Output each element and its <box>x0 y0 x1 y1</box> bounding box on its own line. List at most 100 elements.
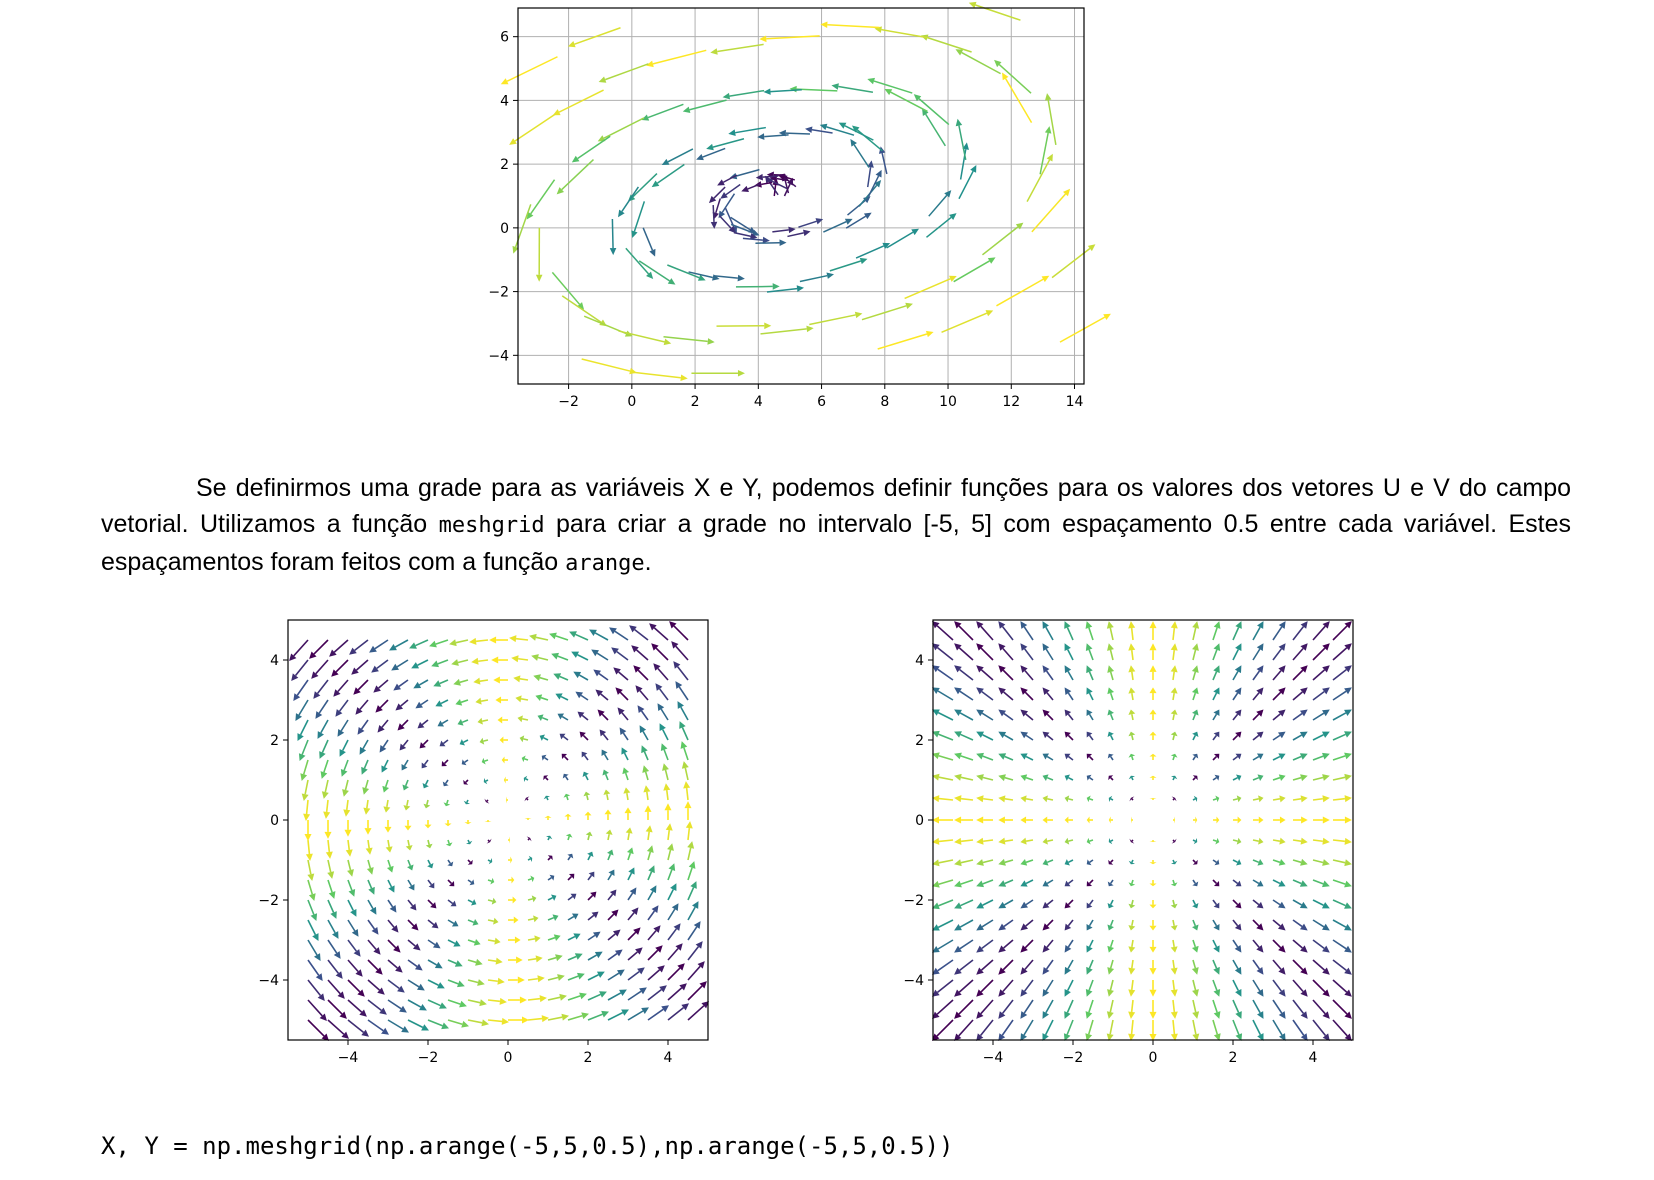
quiver-arrow-shaft <box>337 679 349 693</box>
quiver-arrow-head <box>1192 731 1199 737</box>
quiver-arrow-shaft <box>367 919 376 930</box>
quiver-arrow-head <box>649 885 657 894</box>
quiver-arrow-head <box>347 869 354 877</box>
quiver-arrow-head <box>955 49 964 56</box>
quiver-arrow-head <box>534 935 541 943</box>
quiver-arrow-shaft <box>562 735 569 741</box>
quiver-arrow-shaft <box>1312 755 1324 761</box>
quiver-arrow-head <box>514 936 521 944</box>
quiver-arrow-shaft <box>523 738 529 741</box>
quiver-arrow-head <box>675 681 683 689</box>
quiver-arrow-shaft <box>823 221 847 233</box>
x-tick-label: −2 <box>558 394 579 410</box>
quiver-arrow-shaft <box>667 148 694 163</box>
quiver-arrow-head <box>403 805 411 811</box>
quiver-arrow-shaft <box>1292 899 1303 906</box>
quiver-arrow-head <box>539 995 547 1003</box>
quiver-arrow-head <box>639 725 647 734</box>
quiver-arrow-shaft <box>680 706 689 721</box>
quiver-arrow-shaft <box>1252 919 1260 927</box>
quiver-arrow-shaft <box>1232 899 1239 906</box>
quiver-arrow-head <box>1170 967 1178 975</box>
quiver-arrow-shaft <box>1292 691 1303 701</box>
y-tick-label: −4 <box>258 973 279 989</box>
quiver-arrow-head <box>1042 1033 1049 1041</box>
quiver-arrow-shaft <box>1047 798 1054 801</box>
quiver-arrow-head <box>351 928 359 937</box>
quiver-arrow-head <box>411 662 420 669</box>
quiver-arrow-head <box>680 741 688 749</box>
quiver-arrow-head <box>1020 923 1029 931</box>
quiver-arrow-shaft <box>1272 648 1283 661</box>
quiver-arrow-head <box>954 665 962 673</box>
quiver-arrow-shaft <box>627 832 630 841</box>
quiver-arrow-head <box>1171 775 1178 780</box>
quiver-arrow-shaft <box>733 231 751 237</box>
quiver-arrow-shaft <box>400 699 409 707</box>
quiver-arrow-head <box>1020 858 1028 866</box>
quiver-arrow-head <box>526 211 534 220</box>
quiver-arrow-head <box>976 643 984 651</box>
quiver-arrow-head <box>1322 774 1330 781</box>
quiver-arrow-shaft <box>1026 159 1051 203</box>
quiver-arrow-head <box>435 700 443 707</box>
quiver-arrow-shaft <box>307 999 323 1017</box>
quiver-arrow-head <box>1192 753 1199 759</box>
quiver-arrow-head <box>1107 881 1114 887</box>
quiver-arrow-head <box>618 209 625 218</box>
quiver-arrow-head <box>1107 643 1114 651</box>
quiver-arrow-shaft <box>1252 959 1261 970</box>
quiver-arrow-head <box>397 723 405 731</box>
quiver-arrow-head <box>1128 925 1136 931</box>
quiver-arrow-shaft <box>688 271 713 279</box>
quiver-arrow-shaft <box>687 985 703 1001</box>
quiver-arrow-head <box>1086 837 1091 845</box>
quiver-arrow-head <box>588 871 595 878</box>
quiver-arrow-head <box>1149 968 1157 975</box>
quiver-arrow-head <box>384 826 392 833</box>
quiver-arrow-head <box>422 783 429 789</box>
quiver-arrow-shaft <box>347 879 353 891</box>
quiver-arrow-shaft <box>394 639 409 648</box>
quiver-arrow-shaft <box>1232 713 1239 721</box>
quiver-arrow-shaft <box>607 1011 624 1021</box>
quiver-arrow-head <box>1235 1011 1242 1019</box>
quiver-arrow-shaft <box>537 656 549 661</box>
quiver-arrow-head <box>1192 643 1199 651</box>
quiver-arrow-shaft <box>1252 839 1259 842</box>
quiver-arrow-shaft <box>1004 859 1014 864</box>
quiver-arrow-head <box>408 883 415 891</box>
quiver-arrow-head <box>1064 902 1071 909</box>
quiver-arrow-head <box>552 914 559 921</box>
x-tick-label: 0 <box>627 394 636 410</box>
quiver-arrow-head <box>707 338 715 345</box>
quiver-arrow-shaft <box>663 336 708 343</box>
quiver-arrow-head <box>447 861 454 867</box>
quiver-arrow-head <box>976 709 985 717</box>
quiver-arrow-head <box>749 233 758 240</box>
quiver-arrow-shaft <box>712 205 715 222</box>
quiver-arrow-head <box>710 221 718 229</box>
quiver-arrow-shaft <box>766 287 798 293</box>
quiver-arrow-head <box>597 709 605 717</box>
quiver-arrow-head <box>1344 687 1352 695</box>
quiver-arrow-head <box>1170 989 1178 997</box>
quiver-arrow-head <box>998 816 1005 824</box>
quiver-arrow-head <box>1279 816 1286 824</box>
quiver-arrow-head <box>1128 643 1136 651</box>
quiver-arrow-shaft <box>407 999 422 1008</box>
quiver-arrow-shaft <box>982 734 994 741</box>
quiver-arrow-shaft <box>687 906 696 921</box>
quiver-arrow-head <box>641 1007 649 1015</box>
quiver-arrow-head <box>687 841 695 849</box>
quiver-arrow-head <box>1128 903 1136 909</box>
quiver-arrow-head <box>692 901 699 909</box>
quiver-arrow-head <box>1170 709 1178 715</box>
quiver-arrow-head <box>381 765 388 773</box>
quiver-arrow-head <box>436 982 445 989</box>
quiver-arrow-shaft <box>324 779 329 793</box>
quiver-arrow-head <box>590 891 597 898</box>
quiver-arrow-head <box>373 947 381 955</box>
quiver-arrow-shaft <box>658 688 669 701</box>
quiver-arrow-head <box>1213 880 1220 887</box>
